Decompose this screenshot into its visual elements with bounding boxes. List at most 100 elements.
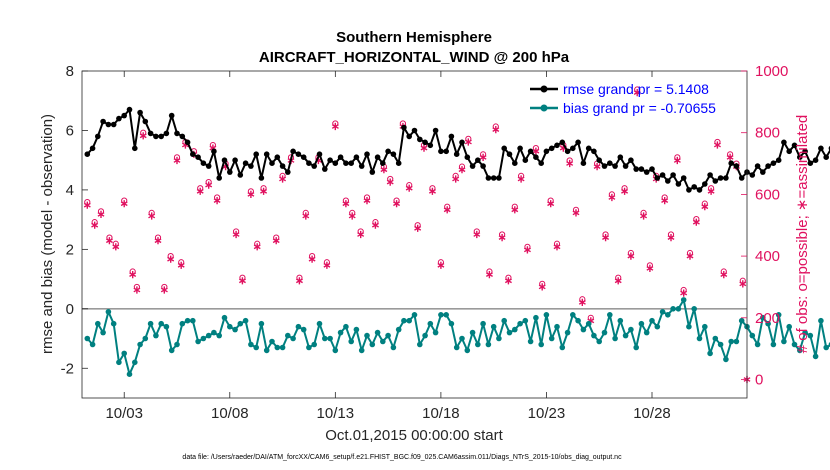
obs-assimilated-point	[428, 187, 436, 195]
obs-assimilated-point	[485, 271, 493, 279]
y-right-tick-label: 200	[755, 310, 780, 327]
bias-point	[585, 320, 592, 327]
rmse-point	[369, 169, 376, 175]
rmse-point	[126, 106, 133, 113]
obs-assimilated-point	[414, 224, 422, 232]
rmse-point	[311, 163, 318, 169]
bias-point	[295, 323, 302, 330]
rmse-point	[575, 139, 581, 146]
bias-point	[385, 332, 391, 339]
bias-point	[427, 320, 434, 327]
rmse-point	[258, 175, 265, 181]
bias-point	[290, 335, 296, 342]
rmse-point	[385, 148, 391, 155]
rmse-point	[95, 133, 101, 140]
rmse-point	[84, 151, 91, 157]
obs-assimilated-point	[523, 246, 531, 254]
obs-assimilated-point	[532, 147, 540, 155]
bias-point	[184, 317, 191, 324]
rmse-point	[411, 127, 418, 134]
bias-point	[332, 347, 339, 354]
rmse-point	[232, 157, 238, 163]
obs-assimilated-point	[167, 255, 175, 263]
rmse-point	[485, 175, 492, 181]
rmse-point	[628, 157, 634, 163]
bias-point	[533, 314, 539, 321]
rmse-point	[306, 160, 312, 166]
rmse-point	[358, 163, 365, 169]
obs-assimilated-point	[720, 271, 728, 279]
obs-assimilated-point	[129, 271, 137, 279]
rmse-point	[300, 154, 307, 160]
legend-rmse-marker	[540, 85, 548, 93]
rmse-point	[263, 151, 270, 157]
obs-assimilated-point	[538, 283, 546, 291]
bias-line	[86, 298, 830, 376]
rmse-point	[285, 169, 291, 175]
chart-subtitle: AIRCRAFT_HORIZONTAL_WIND @ 200 hPa	[259, 49, 570, 66]
rmse-point	[517, 145, 523, 152]
obs-assimilated-point	[196, 187, 204, 195]
bias-point	[770, 341, 777, 348]
obs-assimilated-point	[420, 144, 428, 152]
obs-assimilated-point	[739, 280, 747, 288]
obs-assimilated-point	[593, 163, 601, 171]
bias-point	[564, 329, 571, 336]
rmse-point	[612, 163, 618, 169]
x-tick-label: 10/03	[105, 405, 143, 422]
rmse-point	[142, 118, 149, 125]
bias-point	[506, 329, 513, 336]
bias-point	[432, 329, 439, 336]
rmse-point	[791, 142, 798, 149]
obs-assimilated-point	[279, 175, 287, 183]
bias-point	[110, 320, 117, 327]
obs-assimilated-point	[707, 187, 715, 195]
bias-point	[612, 335, 618, 342]
rmse-point	[643, 169, 650, 175]
rmse-point	[406, 133, 413, 140]
obs-assimilated-point	[154, 237, 162, 245]
rmse-point	[686, 187, 692, 193]
bias-point	[580, 326, 587, 333]
bias-point	[538, 341, 544, 348]
rmse-point	[696, 187, 703, 193]
rmse-point	[322, 166, 328, 172]
rmse-point	[591, 148, 597, 155]
rmse-point	[770, 160, 777, 166]
rmse-point	[401, 124, 407, 131]
rmse-point	[601, 163, 608, 169]
obs-assimilated-point	[357, 230, 365, 239]
bias-point	[459, 335, 465, 342]
rmse-point	[237, 172, 244, 178]
y-axis-left-label: rmse and bias (model - observation)	[39, 114, 56, 354]
obs-assimilated-point	[148, 212, 156, 220]
obs-assimilated-point	[621, 187, 629, 195]
y-left-tick-label: -2	[61, 360, 74, 377]
obs-assimilated-point	[479, 153, 487, 161]
rmse-point	[617, 154, 624, 160]
rmse-point	[132, 145, 138, 152]
obs-assimilated-point	[646, 264, 654, 272]
rmse-point	[501, 145, 508, 152]
bias-point	[723, 356, 729, 363]
bias-point	[205, 332, 212, 339]
rmse-point	[659, 172, 666, 178]
bias-point	[158, 320, 164, 327]
bias-point	[401, 317, 407, 324]
bias-point	[702, 323, 708, 330]
rmse-point	[353, 154, 360, 160]
y-left-tick-label: 4	[66, 182, 74, 199]
rmse-point	[211, 148, 217, 155]
y-right-tick-label: 1000	[755, 63, 788, 80]
bias-point	[422, 332, 428, 339]
x-tick-label: 10/08	[211, 405, 249, 422]
bias-point	[95, 320, 101, 327]
bias-point	[453, 344, 460, 351]
rmse-point	[316, 151, 323, 157]
bias-point	[823, 344, 829, 351]
rmse-point	[417, 136, 423, 143]
obs-assimilated-point	[443, 206, 451, 214]
bias-point	[775, 312, 782, 318]
bias-point	[163, 323, 170, 330]
rmse-point	[765, 163, 771, 169]
